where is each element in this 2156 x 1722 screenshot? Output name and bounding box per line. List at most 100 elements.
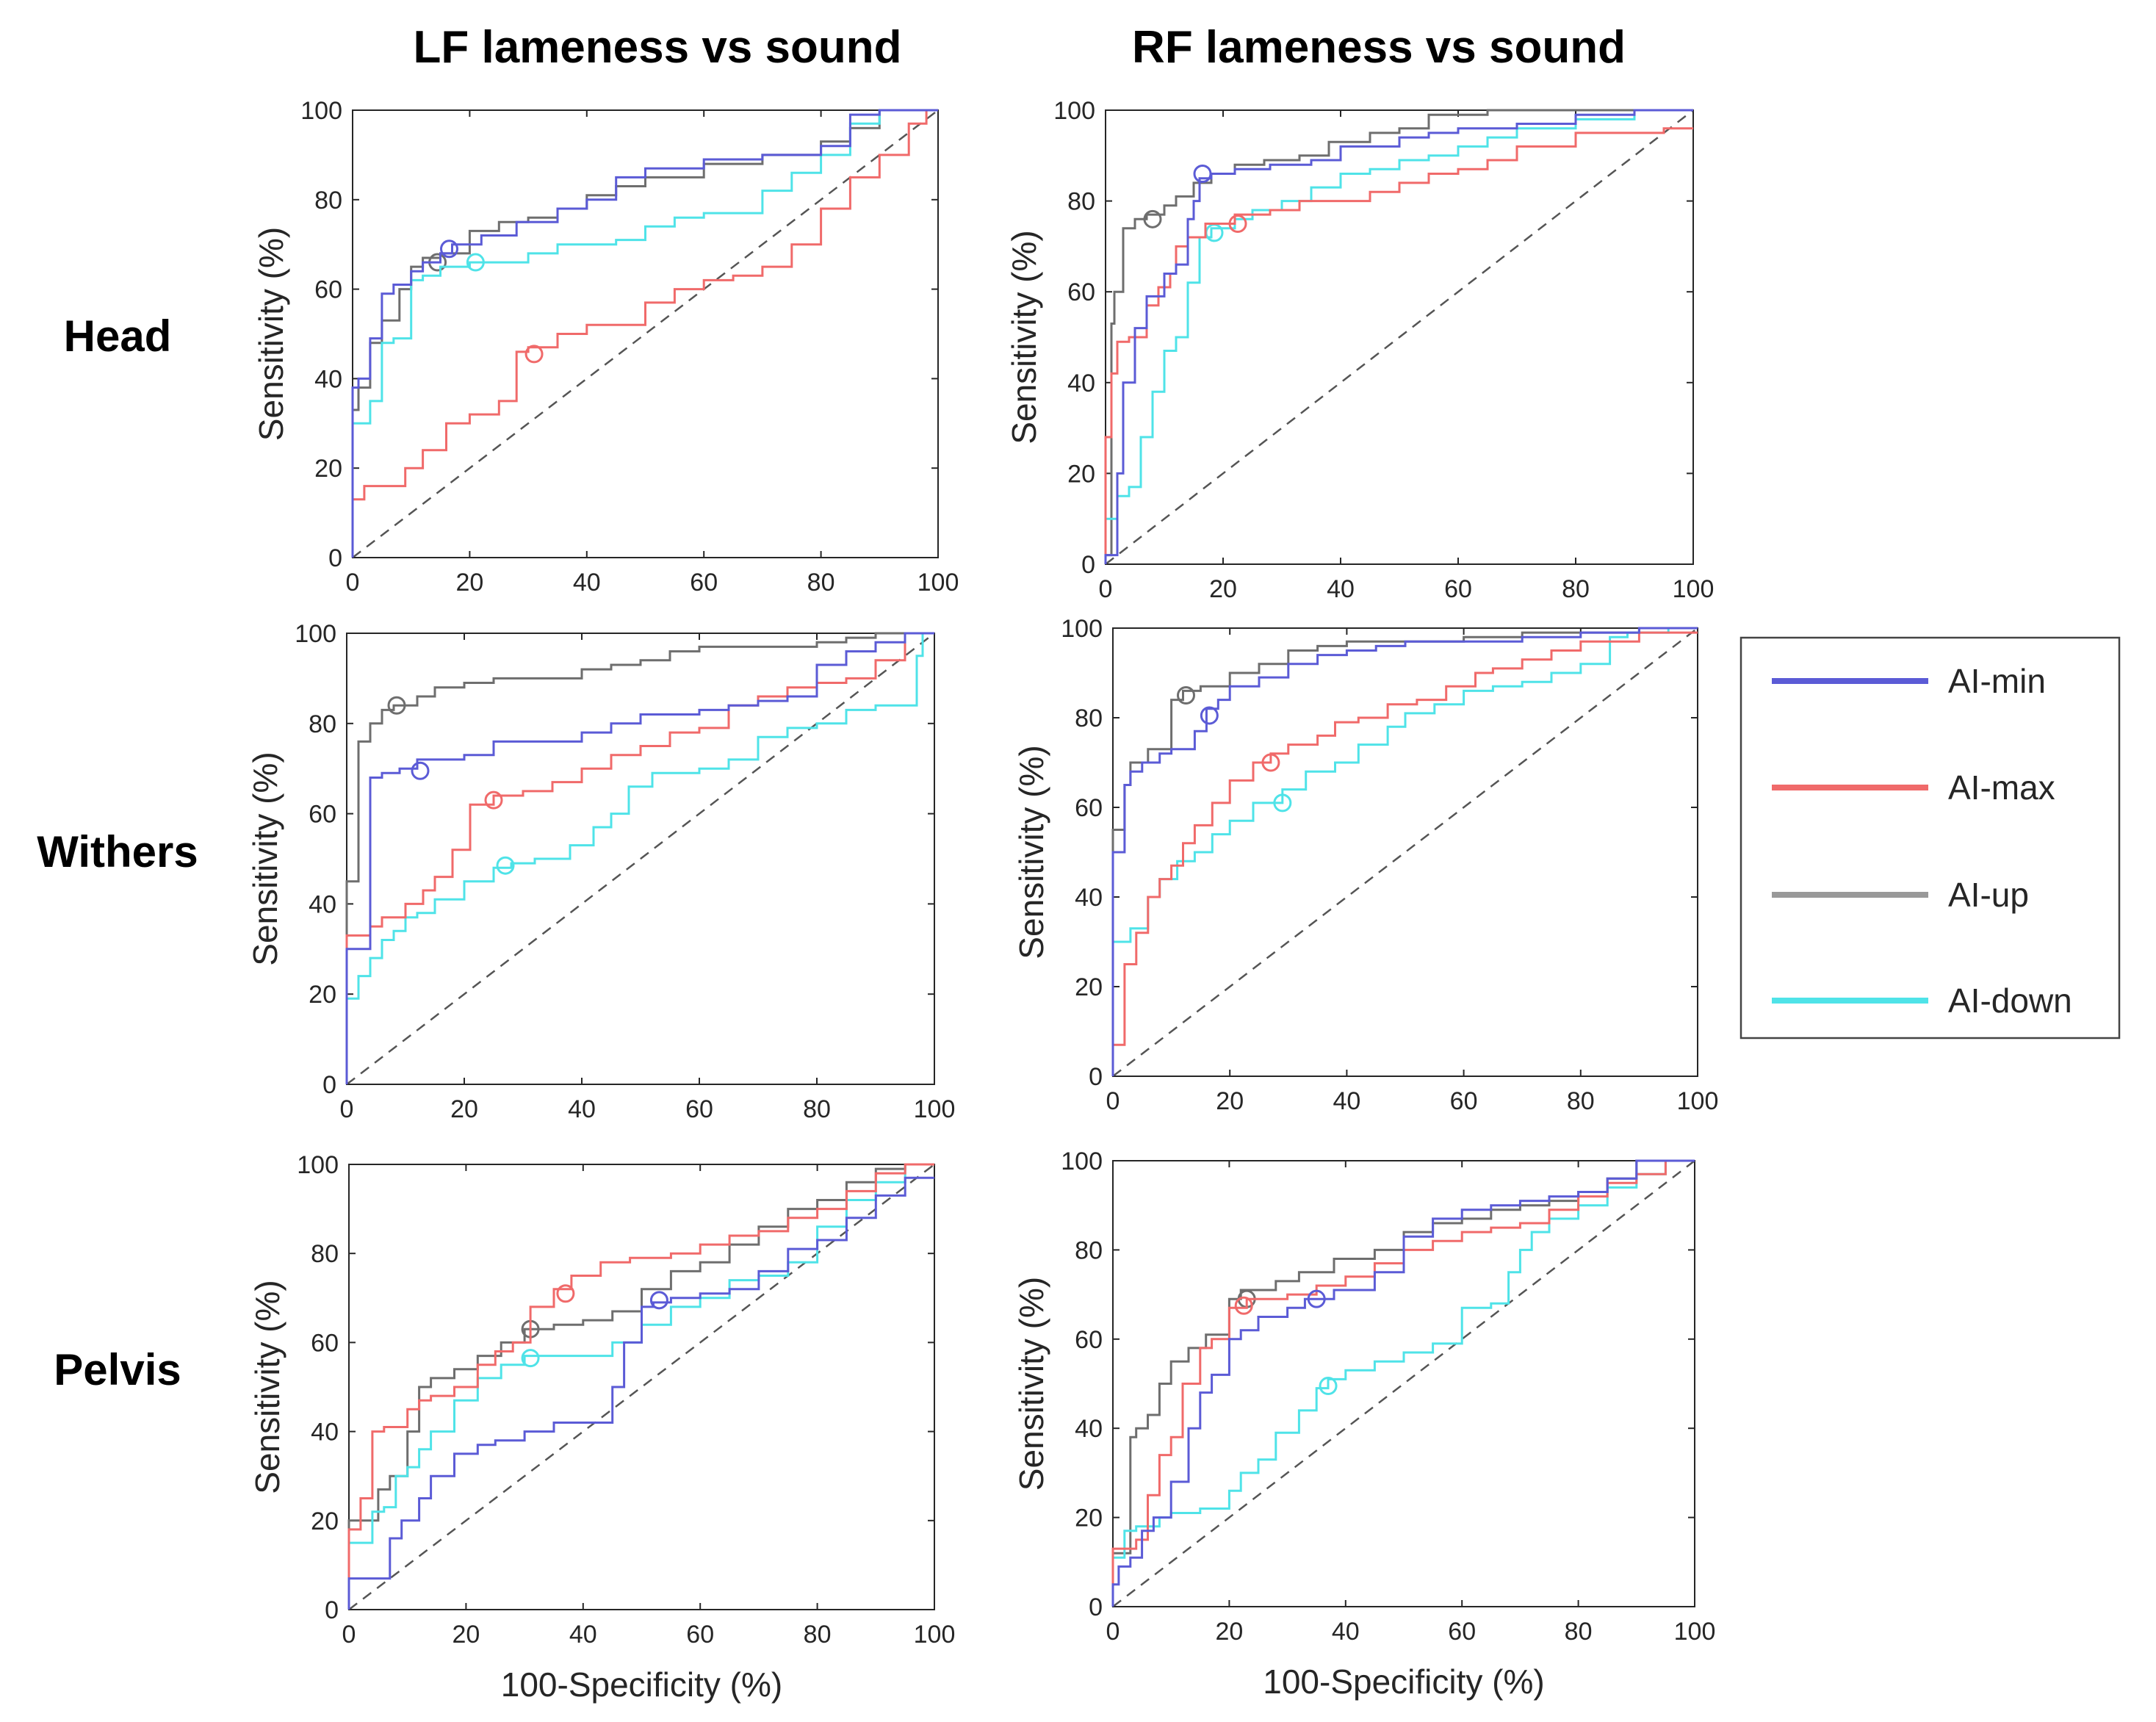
y-tick-label: 80 [1075, 1236, 1103, 1264]
y-tick-label: 80 [314, 187, 342, 215]
optimal-point-ai-min [649, 1291, 668, 1310]
panel-head-rf: 00 20 20 40 40 60 60 80 80 100 100 Sensitivity (%) [1005, 97, 1714, 603]
optimal-point-ai-down [496, 856, 515, 875]
chance-diagonal [346, 633, 935, 1085]
optimal-point-ai-max [1261, 753, 1280, 772]
optimal-point-ai-max [524, 345, 544, 364]
y-tick-label: 20 [314, 455, 342, 483]
optimal-point-ai-down [1319, 1377, 1338, 1396]
series-line-ai-min [1111, 1159, 1695, 1607]
x-tick-label: 0 [1106, 1618, 1120, 1646]
y-tick-label: 20 [1075, 1505, 1103, 1532]
y-tick-label: 40 [309, 890, 336, 918]
optimal-point-ai-max [484, 790, 503, 810]
x-tick-label: 40 [573, 569, 601, 597]
series-line-ai-min [347, 1176, 934, 1610]
y-tick-label: 80 [311, 1240, 339, 1268]
legend-label-ai-min: AI-min [1948, 662, 2046, 700]
x-tick-label: 0 [346, 569, 360, 597]
series-line-ai-down [351, 109, 938, 558]
optimal-point-ai-up [1177, 686, 1195, 705]
optimal-point-ai-down [521, 1349, 540, 1368]
optimal-point-ai-min [1193, 165, 1212, 184]
x-tick-label: 60 [686, 1621, 714, 1649]
y-tick-label: 40 [1075, 884, 1103, 912]
legend-label-ai-max: AI-max [1948, 768, 2055, 807]
x-tick-label: 60 [1448, 1618, 1476, 1646]
axes-box [348, 1164, 935, 1610]
optimal-point-ai-up [387, 696, 406, 715]
x-tick-label: 20 [452, 1621, 480, 1649]
series-line-ai-max [1111, 631, 1698, 1076]
y-tick-label: 20 [1067, 460, 1095, 488]
y-tick-label: 0 [322, 1071, 336, 1099]
optimal-point-ai-min [440, 239, 459, 259]
x-tick-label: 20 [1216, 1087, 1244, 1115]
x-tick-label: 60 [1444, 575, 1472, 603]
x-tick-label: 0 [1099, 575, 1113, 603]
series-line-ai-min [1111, 627, 1698, 1076]
legend-box [1739, 636, 2121, 1040]
x-tick-label: 0 [1106, 1087, 1120, 1115]
column-title-rf: RF lameness vs sound [1132, 22, 1626, 73]
y-tick-label: 40 [311, 1419, 339, 1447]
series-line-ai-down [345, 632, 934, 1084]
optimal-point-ai-min [1307, 1289, 1326, 1308]
optimal-point-ai-min [411, 761, 430, 780]
series-line-ai-max [1104, 127, 1693, 564]
y-tick-label: 100 [300, 97, 342, 125]
x-axis-label: 100-Specificity (%) [1263, 1662, 1544, 1701]
x-tick-label: 40 [1327, 575, 1355, 603]
panel-pelvis-lf: 00 20 20 40 40 60 60 80 80 100 100 Sensitivity (%) 1… [248, 1151, 955, 1704]
x-tick-label: 0 [342, 1621, 356, 1649]
row-label-head: Head [64, 311, 172, 361]
panel-head-lf: 00 20 20 40 40 60 60 80 80 100 100 Sensitivity (%) [252, 97, 959, 597]
y-axis-label: Sensitivity (%) [248, 1280, 286, 1494]
x-axis-label: 100-Specificity (%) [501, 1665, 782, 1704]
optimal-point-ai-max [1234, 1296, 1253, 1315]
x-tick-label: 60 [685, 1095, 713, 1123]
y-tick-label: 20 [309, 981, 336, 1009]
y-axis-label: Sensitivity (%) [1005, 230, 1043, 444]
axes-box [1112, 1160, 1695, 1607]
y-tick-label: 100 [295, 620, 336, 648]
y-tick-label: 80 [309, 710, 336, 738]
panel-pelvis-rf: 00 20 20 40 40 60 60 80 80 100 100 Sensitivity (%) 1… [1012, 1148, 1715, 1701]
y-tick-label: 60 [311, 1329, 339, 1357]
row-label-withers: Withers [37, 827, 198, 876]
x-tick-label: 20 [450, 1095, 478, 1123]
optimal-point-ai-down [466, 253, 485, 272]
x-tick-label: 100 [1673, 575, 1715, 603]
y-axis-label: Sensitivity (%) [1012, 1277, 1050, 1491]
y-tick-label: 80 [1075, 705, 1103, 732]
y-tick-label: 100 [1061, 615, 1103, 643]
column-title-lf: LF lameness vs sound [414, 22, 902, 73]
x-tick-label: 40 [568, 1095, 596, 1123]
x-tick-label: 100 [1674, 1618, 1716, 1646]
x-tick-label: 80 [1567, 1087, 1595, 1115]
x-tick-label: 20 [455, 569, 483, 597]
y-tick-label: 100 [1053, 97, 1095, 125]
series-line-ai-max [351, 109, 938, 558]
x-tick-label: 20 [1209, 575, 1237, 603]
legend-label-ai-down: AI-down [1948, 981, 2072, 1020]
y-tick-label: 60 [314, 276, 342, 304]
y-tick-label: 40 [1067, 370, 1095, 397]
y-tick-label: 80 [1067, 188, 1095, 216]
series-line-ai-max [1111, 1159, 1695, 1607]
x-tick-label: 80 [1565, 1618, 1593, 1646]
chance-diagonal [1105, 109, 1694, 565]
x-tick-label: 40 [569, 1621, 597, 1649]
y-axis-label: Sensitivity (%) [252, 227, 290, 441]
y-tick-label: 60 [1075, 794, 1103, 822]
series-line-ai-min [351, 109, 938, 558]
axes-box [346, 633, 935, 1085]
series-line-ai-up [345, 632, 934, 1084]
series-line-ai-min [345, 632, 934, 1084]
y-axis-label: Sensitivity (%) [246, 752, 284, 965]
axes-box [1105, 109, 1694, 565]
roc-panels: 0 0 20 20 40 40 60 60 80 80 100 100 Sensitivity (%) 0… [246, 97, 1718, 1704]
y-tick-label: 100 [297, 1151, 339, 1179]
y-tick-label: 100 [1061, 1148, 1103, 1175]
